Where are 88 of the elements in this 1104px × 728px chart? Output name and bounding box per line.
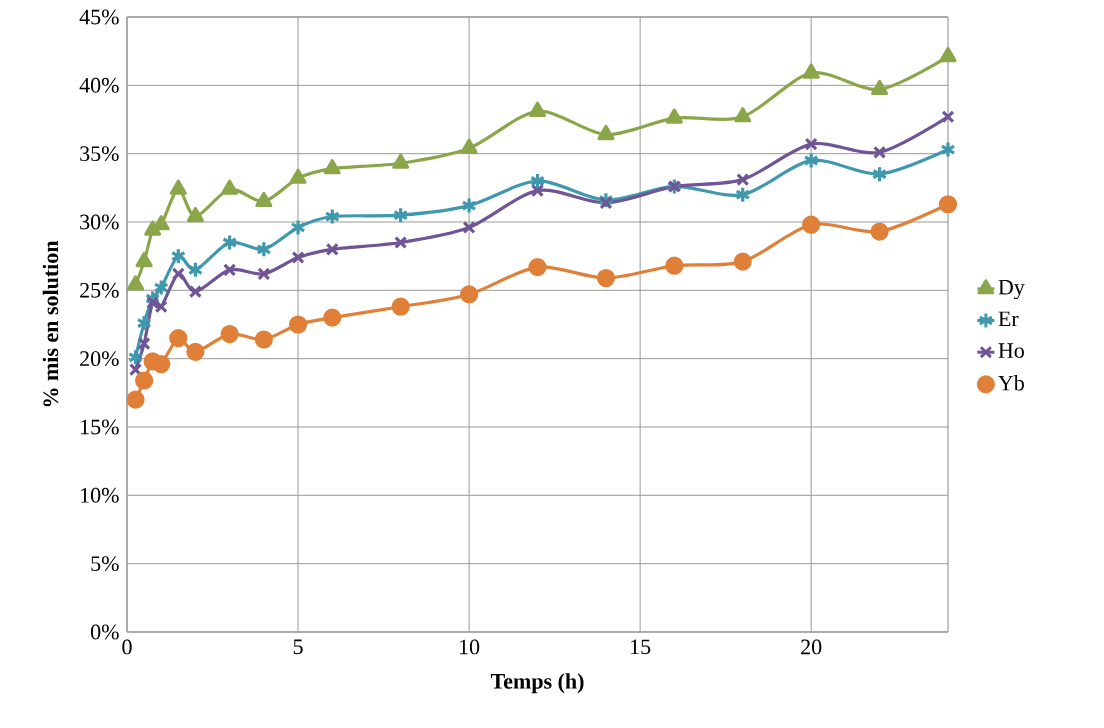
x-tick-label: 20 xyxy=(801,639,822,655)
point xyxy=(220,324,239,344)
point xyxy=(291,250,305,265)
y-tick-label: 10% xyxy=(81,487,119,503)
point xyxy=(528,257,547,277)
point xyxy=(129,363,143,377)
point xyxy=(870,222,889,241)
y-axis-title: % mis en solution xyxy=(42,240,59,407)
point xyxy=(871,79,889,96)
point xyxy=(391,297,410,316)
point xyxy=(325,242,339,256)
y-tick-label: 15% xyxy=(81,419,119,435)
legend-label: Yb xyxy=(998,375,1024,391)
point xyxy=(127,348,144,366)
point xyxy=(288,315,308,334)
point xyxy=(126,390,145,409)
point xyxy=(256,240,272,258)
point xyxy=(665,108,683,124)
point xyxy=(735,186,751,204)
point xyxy=(135,252,153,268)
point xyxy=(221,179,239,195)
point xyxy=(599,196,613,210)
y-tick-label: 40% xyxy=(79,77,119,93)
point xyxy=(170,247,186,265)
point xyxy=(169,179,187,195)
point xyxy=(939,47,957,63)
x-tick-label: 0 xyxy=(122,639,132,655)
point xyxy=(873,145,887,159)
point xyxy=(187,261,204,279)
point xyxy=(462,220,476,235)
x-tick-label: 5 xyxy=(293,639,303,655)
x-tick-label: 10 xyxy=(460,639,480,655)
point xyxy=(289,168,307,184)
point xyxy=(257,267,271,281)
point xyxy=(734,107,752,123)
point xyxy=(394,235,408,250)
legend-label: Dy xyxy=(998,279,1025,300)
point xyxy=(871,165,888,183)
x-tick-label: 15 xyxy=(631,639,651,655)
y-tick-label: 35% xyxy=(80,146,119,162)
y-tick-label: 0% xyxy=(90,624,119,640)
point xyxy=(393,206,409,224)
point xyxy=(802,63,820,79)
point xyxy=(255,191,273,208)
point xyxy=(459,285,479,304)
y-tick-label: 30% xyxy=(80,214,119,230)
point xyxy=(186,206,204,223)
point xyxy=(803,151,819,170)
point xyxy=(223,263,237,277)
point xyxy=(804,137,818,151)
point xyxy=(940,140,956,159)
x-axis-title: Temps (h) xyxy=(490,673,584,694)
point xyxy=(530,184,545,198)
point xyxy=(135,371,154,390)
point xyxy=(152,355,171,374)
legend-label: Er xyxy=(998,311,1019,327)
point xyxy=(802,215,821,234)
point xyxy=(136,314,152,332)
y-tick-label: 25% xyxy=(80,282,119,298)
point xyxy=(323,308,342,327)
point xyxy=(169,329,188,348)
point xyxy=(941,110,955,124)
point xyxy=(290,218,306,237)
point xyxy=(188,285,202,299)
point xyxy=(324,207,340,226)
point xyxy=(665,256,684,275)
point xyxy=(392,153,410,169)
point xyxy=(460,138,478,154)
point xyxy=(938,195,958,214)
y-tick-label: 5% xyxy=(91,556,119,572)
point xyxy=(323,159,341,175)
point xyxy=(221,233,238,252)
point xyxy=(171,267,185,281)
point xyxy=(461,196,477,215)
point xyxy=(529,172,546,190)
legend-label: Ho xyxy=(998,343,1024,358)
point xyxy=(733,252,752,271)
point xyxy=(254,330,273,349)
point xyxy=(596,268,616,288)
y-tick-label: 45% xyxy=(79,9,119,25)
point xyxy=(528,101,547,117)
point xyxy=(137,337,151,351)
point xyxy=(186,342,205,361)
point xyxy=(127,275,145,291)
point xyxy=(153,278,169,297)
point xyxy=(597,124,615,141)
y-tick-label: 20% xyxy=(80,351,119,367)
point xyxy=(736,173,750,187)
